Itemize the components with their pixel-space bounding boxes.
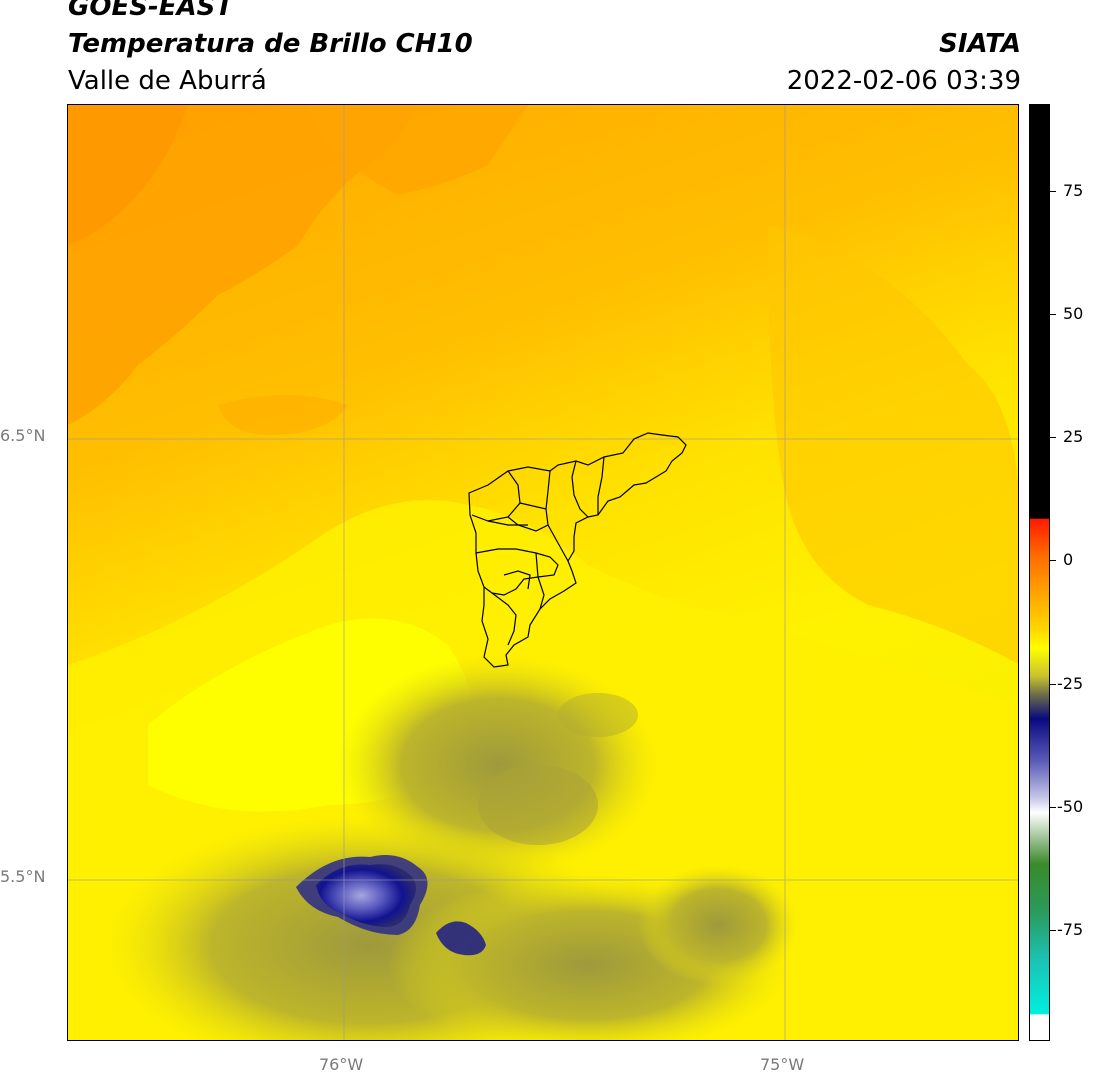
colorbar-tick: [1050, 807, 1056, 808]
cold-cloud-area: [478, 765, 598, 845]
colorbar-gradient: [1030, 105, 1049, 1040]
colorbar-label-minus-25: -25: [1057, 674, 1084, 693]
cold-cloud-area: [638, 865, 798, 985]
colorbar-tick: [1050, 191, 1056, 192]
warm-region: [218, 395, 348, 435]
colorbar-tick: [1050, 437, 1056, 438]
cold-cloud-area: [558, 693, 638, 737]
colorbar-label-75: 75: [1063, 181, 1084, 200]
lon-label-75w: 75°W: [760, 1055, 805, 1074]
municipal-boundaries: [468, 432, 687, 668]
brightness-temperature-map: [67, 104, 1019, 1041]
title-product: Temperatura de Brillo CH10: [68, 29, 473, 59]
organization-label: SIATA: [939, 29, 1021, 59]
lat-label-6-5n: 6.5°N: [0, 426, 46, 445]
colorbar-tick: [1050, 930, 1056, 931]
colorbar-label-minus-50: -50: [1057, 797, 1084, 816]
lat-label-5-5n: 5.5°N: [0, 867, 46, 886]
colorbar-label-50: 50: [1063, 304, 1084, 323]
timestamp-label: 2022-02-06 03:39: [786, 66, 1021, 96]
lon-label-76w: 76°W: [319, 1055, 364, 1074]
colorbar-tick: [1050, 314, 1056, 315]
graticule: [68, 105, 1018, 1040]
colorbar-tick: [1050, 684, 1056, 685]
warm-region: [68, 105, 418, 425]
title-satellite: GOES-EAST: [68, 0, 234, 22]
deep-convection-core: [436, 921, 486, 956]
colorbar-label-minus-75: -75: [1057, 920, 1084, 939]
warm-region: [68, 105, 188, 245]
cool-region: [768, 225, 1018, 664]
temperature-colorbar: [1029, 104, 1050, 1041]
region-label: Valle de Aburrá: [68, 66, 267, 96]
colorbar-tick: [1050, 560, 1056, 561]
warm-region: [308, 105, 528, 195]
colorbar-label-25: 25: [1063, 427, 1084, 446]
colorbar-label-0: 0: [1063, 550, 1074, 569]
